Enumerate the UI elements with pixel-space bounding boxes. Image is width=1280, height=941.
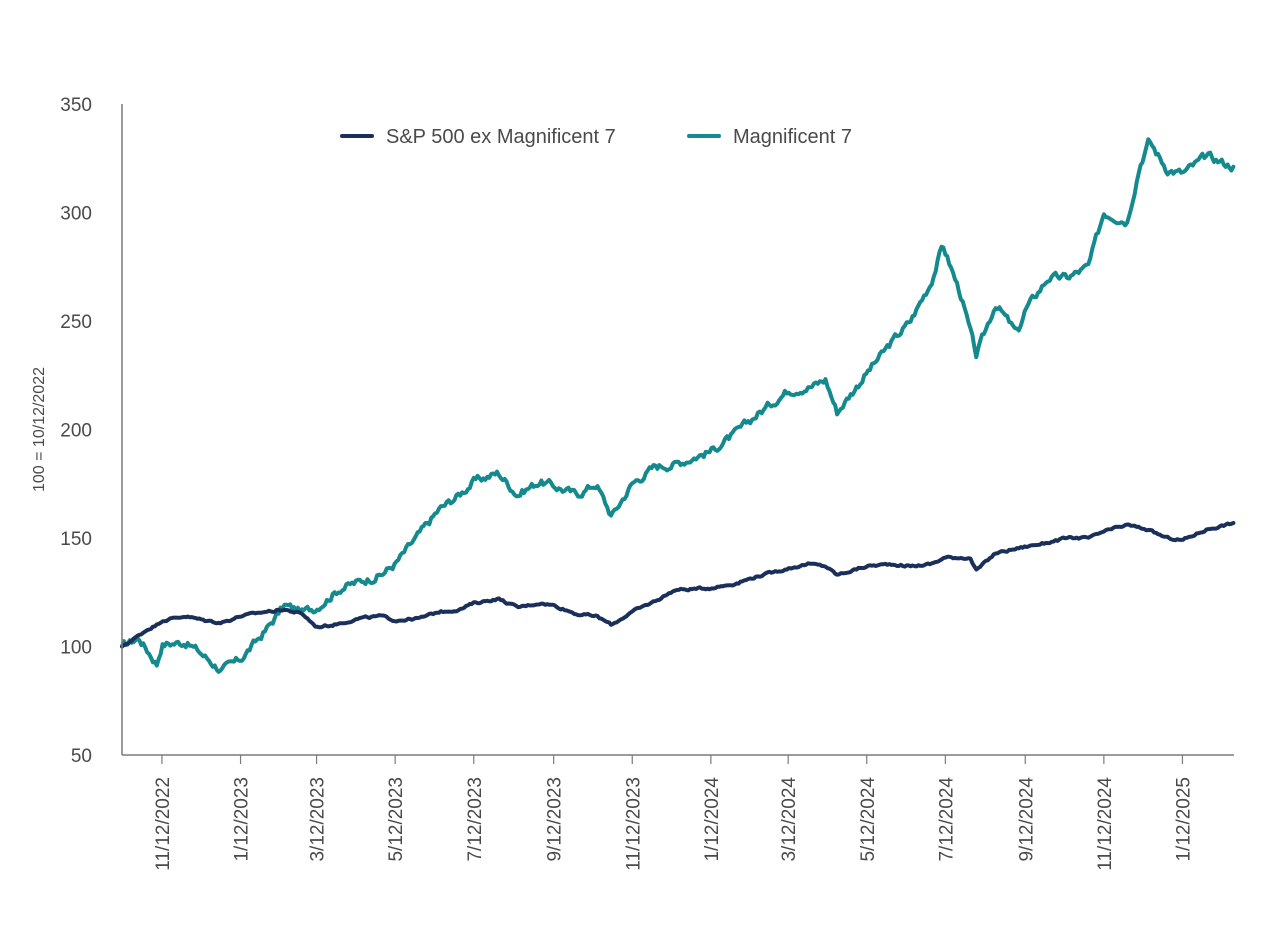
series-line-sp500-ex-mag7	[120, 521, 1236, 649]
y-tick-label: 350	[60, 95, 92, 116]
y-tick-label: 150	[60, 529, 92, 550]
y-tick-label: 250	[60, 312, 92, 333]
x-tick-label: 7/12/2024	[936, 777, 957, 862]
x-tick-label: 3/12/2023	[308, 777, 329, 862]
y-tick-label: 50	[71, 746, 92, 767]
y-tick-label: 100	[60, 638, 92, 659]
legend-label: S&P 500 ex Magnificent 7	[386, 126, 616, 148]
x-tick-label: 1/12/2025	[1173, 777, 1194, 862]
x-tick-label: 9/12/2023	[545, 777, 566, 862]
x-tick-label: 11/12/2022	[153, 777, 174, 871]
y-axis-ticks: 50 100 150 200 250 300 350	[60, 95, 92, 767]
y-tick-label: 300	[60, 204, 92, 225]
x-tick-label: 1/12/2023	[232, 777, 253, 862]
x-tick-label: 9/12/2024	[1016, 777, 1037, 862]
y-axis-title: 100 = 10/12/2022	[31, 367, 48, 492]
plot-area	[120, 137, 1236, 674]
legend: S&P 500 ex Magnificent 7 Magnificent 7	[340, 126, 852, 148]
x-tick-label: 5/12/2023	[386, 777, 407, 862]
x-axis-ticks: 11/12/2022 1/12/2023 3/12/2023 5/12/2023 7/1…	[153, 755, 1194, 871]
x-tick-label: 11/12/2024	[1095, 777, 1116, 871]
x-tick-label: 11/12/2023	[623, 777, 644, 871]
y-tick-label: 200	[60, 421, 92, 442]
x-tick-label: 7/12/2023	[465, 777, 486, 862]
x-tick-label: 5/12/2024	[858, 777, 879, 862]
series-line-magnificent-7	[120, 137, 1236, 674]
x-tick-label: 1/12/2024	[702, 777, 723, 862]
x-tick-label: 3/12/2024	[779, 777, 800, 862]
legend-label: Magnificent 7	[733, 126, 852, 148]
